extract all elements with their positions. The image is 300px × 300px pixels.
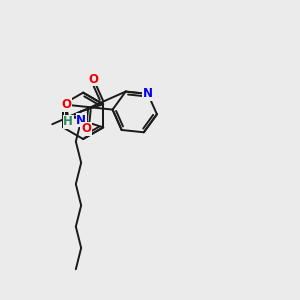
Text: N: N [143, 87, 153, 101]
Text: O: O [88, 73, 98, 86]
Text: H: H [63, 115, 73, 128]
Text: O: O [81, 122, 91, 135]
Text: N: N [76, 114, 86, 127]
Text: O: O [61, 98, 71, 111]
